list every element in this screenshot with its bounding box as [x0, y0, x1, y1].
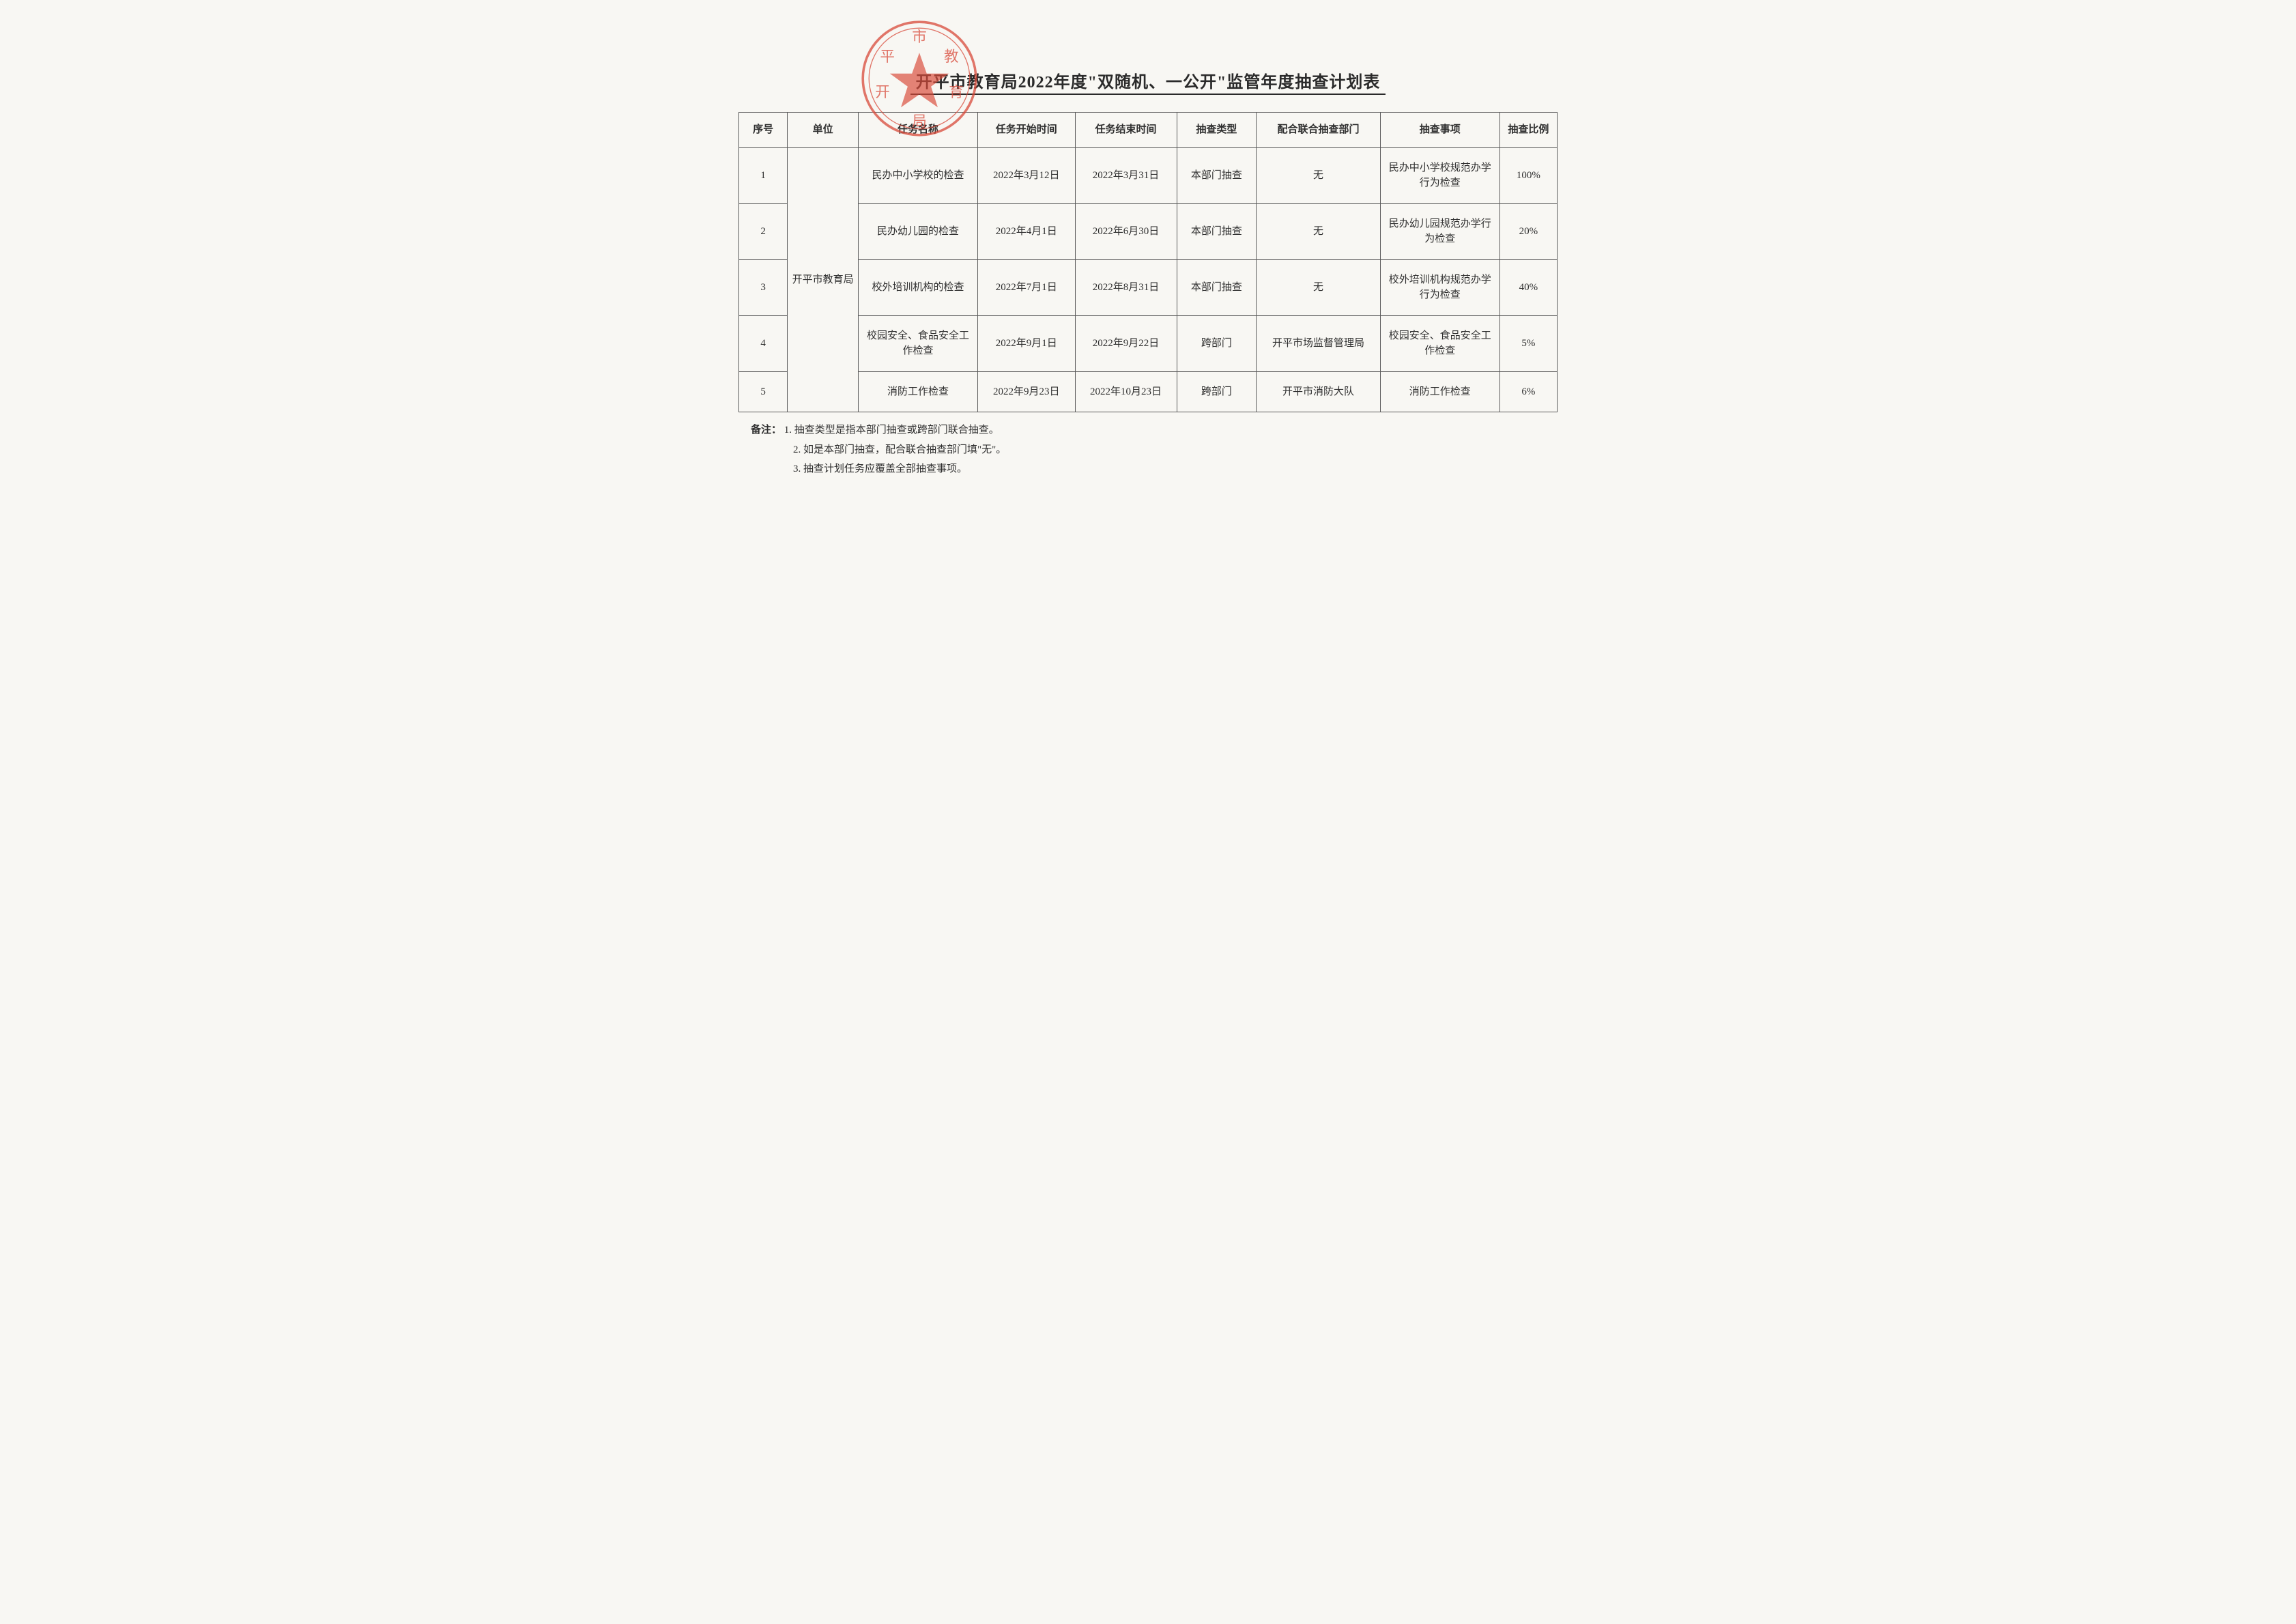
cell-joint: 无	[1257, 203, 1380, 259]
cell-type: 本部门抽查	[1177, 259, 1257, 315]
col-header-end: 任务结束时间	[1075, 113, 1177, 148]
notes-line-3: 3. 抽查计划任务应覆盖全部抽查事项。	[751, 459, 1558, 479]
cell-start: 2022年9月23日	[977, 371, 1075, 412]
cell-task: 消防工作检查	[858, 371, 977, 412]
cell-seq: 3	[739, 259, 788, 315]
notes-text-1: 1. 抽查类型是指本部门抽查或跨部门联合抽查。	[784, 425, 999, 436]
cell-type: 跨部门	[1177, 371, 1257, 412]
cell-task: 校外培训机构的检查	[858, 259, 977, 315]
table-row: 4 校园安全、食品安全工作检查 2022年9月1日 2022年9月22日 跨部门…	[739, 315, 1558, 371]
notes-section: 备注： 1. 抽查类型是指本部门抽查或跨部门联合抽查。 2. 如是本部门抽查，配…	[738, 421, 1558, 479]
cell-end: 2022年8月31日	[1075, 259, 1177, 315]
table-row: 3 校外培训机构的检查 2022年7月1日 2022年8月31日 本部门抽查 无…	[739, 259, 1558, 315]
table-row: 1 开平市教育局 民办中小学校的检查 2022年3月12日 2022年3月31日…	[739, 147, 1558, 203]
cell-seq: 1	[739, 147, 788, 203]
cell-task: 民办幼儿园的检查	[858, 203, 977, 259]
notes-line-2: 2. 如是本部门抽查，配合联合抽查部门填"无"。	[751, 440, 1558, 460]
cell-task: 民办中小学校的检查	[858, 147, 977, 203]
cell-item: 民办幼儿园规范办学行为检查	[1380, 203, 1499, 259]
cell-type: 跨部门	[1177, 315, 1257, 371]
col-header-ratio: 抽查比例	[1499, 113, 1557, 148]
table-row: 5 消防工作检查 2022年9月23日 2022年10月23日 跨部门 开平市消…	[739, 371, 1558, 412]
cell-item: 校外培训机构规范办学行为检查	[1380, 259, 1499, 315]
cell-ratio: 20%	[1499, 203, 1557, 259]
cell-seq: 2	[739, 203, 788, 259]
notes-line-1: 备注： 1. 抽查类型是指本部门抽查或跨部门联合抽查。	[751, 421, 1558, 440]
cell-ratio: 100%	[1499, 147, 1557, 203]
cell-end: 2022年9月22日	[1075, 315, 1177, 371]
cell-item: 校园安全、食品安全工作检查	[1380, 315, 1499, 371]
cell-ratio: 5%	[1499, 315, 1557, 371]
cell-type: 本部门抽查	[1177, 147, 1257, 203]
document-page: 市 平 教 开 育 局 开平市教育局2022年度"双随机、一公开"监管年度抽查计…	[738, 27, 1558, 479]
col-header-start: 任务开始时间	[977, 113, 1075, 148]
col-header-type: 抽查类型	[1177, 113, 1257, 148]
cell-task: 校园安全、食品安全工作检查	[858, 315, 977, 371]
cell-ratio: 40%	[1499, 259, 1557, 315]
cell-start: 2022年7月1日	[977, 259, 1075, 315]
title-container: 开平市教育局2022年度"双随机、一公开"监管年度抽查计划表	[738, 27, 1558, 95]
cell-joint: 开平市场监督管理局	[1257, 315, 1380, 371]
notes-label: 备注：	[751, 425, 781, 436]
page-title: 开平市教育局2022年度"双随机、一公开"监管年度抽查计划表	[910, 68, 1386, 95]
cell-seq: 5	[739, 371, 788, 412]
cell-item: 消防工作检查	[1380, 371, 1499, 412]
cell-type: 本部门抽查	[1177, 203, 1257, 259]
cell-seq: 4	[739, 315, 788, 371]
col-header-seq: 序号	[739, 113, 788, 148]
cell-joint: 无	[1257, 259, 1380, 315]
table-header-row: 序号 单位 任务名称 任务开始时间 任务结束时间 抽查类型 配合联合抽查部门 抽…	[739, 113, 1558, 148]
cell-end: 2022年10月23日	[1075, 371, 1177, 412]
cell-start: 2022年3月12日	[977, 147, 1075, 203]
cell-joint: 无	[1257, 147, 1380, 203]
col-header-unit: 单位	[788, 113, 859, 148]
col-header-item: 抽查事项	[1380, 113, 1499, 148]
cell-start: 2022年4月1日	[977, 203, 1075, 259]
col-header-task: 任务名称	[858, 113, 977, 148]
col-header-joint: 配合联合抽查部门	[1257, 113, 1380, 148]
cell-unit-merged: 开平市教育局	[788, 147, 859, 412]
cell-joint: 开平市消防大队	[1257, 371, 1380, 412]
cell-item: 民办中小学校规范办学行为检查	[1380, 147, 1499, 203]
cell-start: 2022年9月1日	[977, 315, 1075, 371]
cell-end: 2022年6月30日	[1075, 203, 1177, 259]
inspection-plan-table: 序号 单位 任务名称 任务开始时间 任务结束时间 抽查类型 配合联合抽查部门 抽…	[738, 112, 1558, 412]
table-row: 2 民办幼儿园的检查 2022年4月1日 2022年6月30日 本部门抽查 无 …	[739, 203, 1558, 259]
cell-ratio: 6%	[1499, 371, 1557, 412]
cell-end: 2022年3月31日	[1075, 147, 1177, 203]
